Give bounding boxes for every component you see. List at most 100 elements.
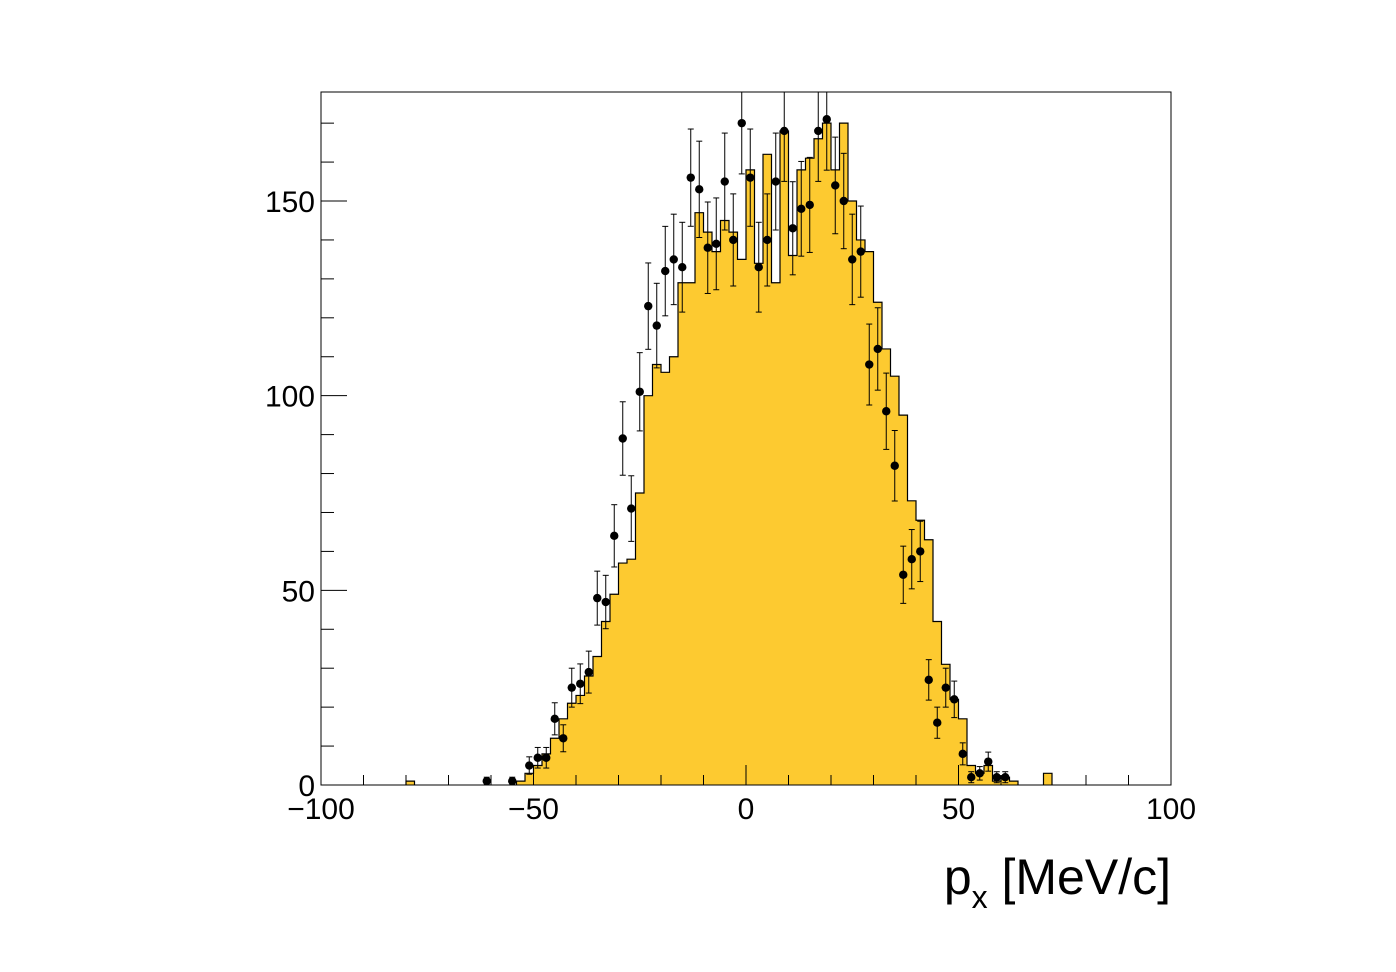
data-marker (618, 434, 627, 443)
x-axis-title-main: p (944, 849, 972, 905)
data-point (627, 475, 636, 542)
data-point (975, 766, 984, 781)
data-marker (508, 776, 517, 786)
data-point (822, 92, 831, 171)
histogram-bar (916, 520, 925, 785)
data-point (984, 751, 993, 772)
data-marker (814, 126, 823, 136)
histogram-bar (525, 773, 534, 785)
data-point (525, 756, 534, 775)
histogram-bar (950, 699, 959, 785)
histogram-bar (550, 738, 560, 785)
data-marker (771, 177, 780, 186)
histogram-bar (754, 263, 764, 786)
x-axis-title-subscript: x (972, 879, 988, 915)
histogram-bar (780, 130, 789, 785)
data-point (771, 132, 780, 231)
data-marker (950, 695, 959, 704)
data-marker (525, 761, 534, 770)
data-point (601, 574, 610, 630)
data-marker (967, 773, 976, 782)
data-point (644, 262, 653, 350)
data-marker (686, 173, 695, 182)
histogram-bar (763, 154, 772, 786)
data-marker (805, 200, 814, 210)
histogram-bar (661, 372, 670, 785)
data-marker (975, 769, 984, 778)
histogram-bar (601, 621, 611, 785)
data-marker (567, 683, 576, 692)
data-point (780, 92, 789, 182)
data-point (873, 307, 882, 391)
data-marker (576, 679, 585, 688)
data-point (729, 193, 738, 287)
data-marker (644, 301, 653, 311)
histogram-bar (678, 282, 687, 785)
histogram-bar (788, 255, 798, 786)
histogram-bar (814, 138, 823, 785)
data-point (508, 776, 517, 786)
data-point (652, 282, 661, 369)
data-point (737, 92, 746, 175)
histogram-bar (593, 656, 602, 785)
histogram-bar (584, 675, 594, 785)
histogram-bar (644, 395, 653, 785)
data-point (924, 659, 933, 701)
data-marker (669, 255, 678, 264)
data-point (916, 520, 925, 583)
histogram-bar (822, 123, 832, 786)
data-point (933, 706, 942, 739)
data-marker (788, 224, 797, 233)
data-marker (984, 757, 993, 766)
y-tick-label: 50 (282, 575, 315, 608)
histogram-bar (907, 500, 917, 785)
data-marker (899, 570, 908, 579)
x-axis-title-unit: [MeV/c] (988, 849, 1171, 905)
data-marker (746, 173, 755, 182)
data-marker (482, 776, 491, 786)
x-tick-label: −100 (287, 793, 355, 826)
histogram-bar (941, 664, 951, 785)
data-marker (992, 773, 1001, 782)
data-marker (916, 547, 925, 556)
data-point (967, 771, 976, 784)
data-point (661, 225, 670, 317)
data-marker (661, 266, 670, 276)
data-marker (882, 407, 891, 416)
histogram-bar (805, 158, 815, 785)
data-marker (797, 204, 806, 213)
data-marker (933, 718, 942, 727)
data-marker (729, 235, 738, 245)
data-marker (924, 675, 933, 685)
data-marker (890, 461, 899, 470)
data-marker (958, 749, 967, 759)
data-point (703, 201, 712, 294)
y-tick-label: 100 (265, 381, 315, 414)
data-point (992, 771, 1001, 784)
histogram-bar (984, 765, 993, 785)
data-point (856, 205, 865, 298)
data-marker (737, 118, 746, 128)
data-marker (678, 262, 687, 272)
data-marker (703, 243, 712, 252)
data-point (788, 181, 797, 276)
histogram-bar (703, 232, 713, 786)
data-point (950, 680, 959, 719)
data-point (890, 429, 899, 502)
data-point (746, 128, 755, 227)
histogram-bar (890, 376, 900, 785)
histogram-bar (610, 594, 619, 785)
data-marker (856, 247, 865, 256)
data-marker (780, 126, 789, 136)
histogram-bar (1043, 773, 1053, 785)
histogram-bar (712, 251, 721, 785)
histogram-bar (1009, 781, 1019, 785)
data-marker (652, 321, 661, 330)
data-marker (720, 177, 729, 186)
x-tick-label: 50 (942, 793, 975, 826)
tick-labels-layer: −100 −50 0 50 100 0 50 100 150 (265, 186, 1196, 826)
data-point (797, 160, 806, 257)
data-point (669, 213, 678, 306)
data-point (567, 667, 576, 708)
